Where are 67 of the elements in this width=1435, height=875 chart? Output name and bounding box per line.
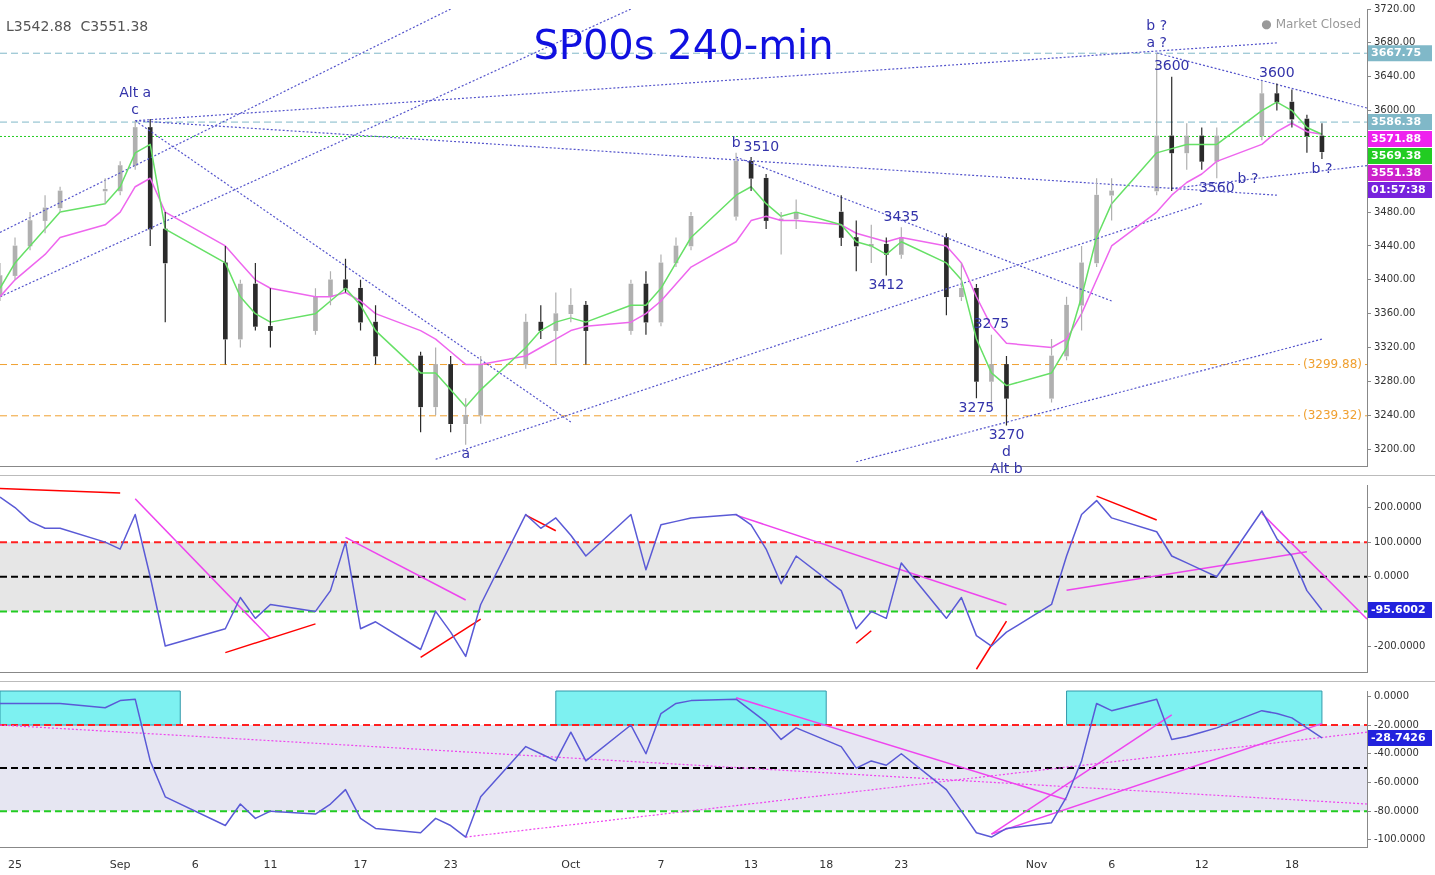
x-tick-label: 17 [353,858,368,872]
ref-line-label: (3239.32) [1303,407,1362,422]
x-tick-label: 6 [1108,858,1116,872]
annotation: d [1002,443,1011,460]
ref-line-label: 3569.38 [1371,148,1422,162]
annotation: L3542.88 C3551.38 [6,17,149,34]
annotation: a ? [1146,33,1167,50]
ref-line-label: (3299.88) [1303,356,1362,371]
y-tick-label: 3440.00 [1374,239,1416,251]
x-tick-label: 13 [744,858,759,872]
y-tick-label: 3600.00 [1374,104,1416,116]
x-tick-label: 6 [191,858,199,872]
y-tick-label: 100.0000 [1374,535,1422,547]
y-tick-label: 3720.00 [1374,2,1416,14]
y-tick-label: 3680.00 [1374,36,1416,48]
x-tick-label: 18 [1284,858,1299,872]
y-tick-label: 3280.00 [1374,374,1416,386]
y-tick-label: 0.0000 [1374,689,1409,701]
annotation: a [461,445,470,462]
annotation: 3560 [1198,178,1235,195]
annotation: b [731,133,741,150]
y-tick-label: -20.0000 [1374,718,1419,730]
chart-title: SP00s 240-min [533,22,834,68]
y-tick-label: 3320.00 [1374,341,1416,353]
annotation: b ? [1237,170,1259,187]
annotation: 3510 [743,137,780,154]
annotation: ● Market Closed [1261,17,1361,32]
y-tick-label: 3400.00 [1374,273,1416,285]
annotation: b ? [1146,16,1168,33]
x-tick-label: Nov [1025,858,1048,872]
x-tick-label: 18 [819,858,834,872]
annotation: 3270 [988,426,1025,443]
annotation: 3275 [958,398,995,415]
y-tick-label: -40.0000 [1374,747,1419,759]
y-tick-label: 3640.00 [1374,70,1416,82]
x-tick-label: 23 [443,858,458,872]
x-tick-label: 25 [8,858,23,872]
x-tick-label: Sep [109,858,131,872]
y-tick-label: 3480.00 [1374,205,1416,217]
text: 3571.88 [1371,131,1422,145]
x-tick-label: 7 [657,858,665,872]
x-tick-label: Oct [561,858,582,872]
y-tick-label: 3200.00 [1374,442,1416,454]
annotation: 3600 [1259,64,1295,81]
y-tick-label: 3240.00 [1374,408,1416,420]
y-tick-label: -60.0000 [1374,776,1419,788]
y-tick-label: 3360.00 [1374,307,1416,319]
annotation: Alt a [119,84,152,101]
text: -28.7426 [1371,730,1427,744]
text: -95.6002 [1371,602,1426,616]
annotation: b ? [1311,159,1333,176]
y-tick-label: 0.0000 [1374,570,1409,582]
text: 3551.38 [1371,165,1422,179]
x-tick-label: 11 [263,858,278,872]
ref-line-label: 3586.38 [1371,114,1422,128]
y-tick-label: -200.0000 [1374,639,1426,651]
x-tick-label: 12 [1194,858,1209,872]
annotation: c [131,101,140,118]
ref-line-label: 3667.75 [1371,46,1422,60]
y-tick-label: -80.0000 [1374,804,1419,816]
annotation: 3435 [883,207,920,224]
y-tick-label: 200.0000 [1374,501,1422,513]
annotation: 3600 [1153,57,1190,74]
annotation: 3412 [868,276,905,293]
x-tick-label: 23 [894,858,909,872]
text: 01:57:38 [1371,182,1426,196]
y-tick-label: -100.0000 [1374,833,1426,845]
